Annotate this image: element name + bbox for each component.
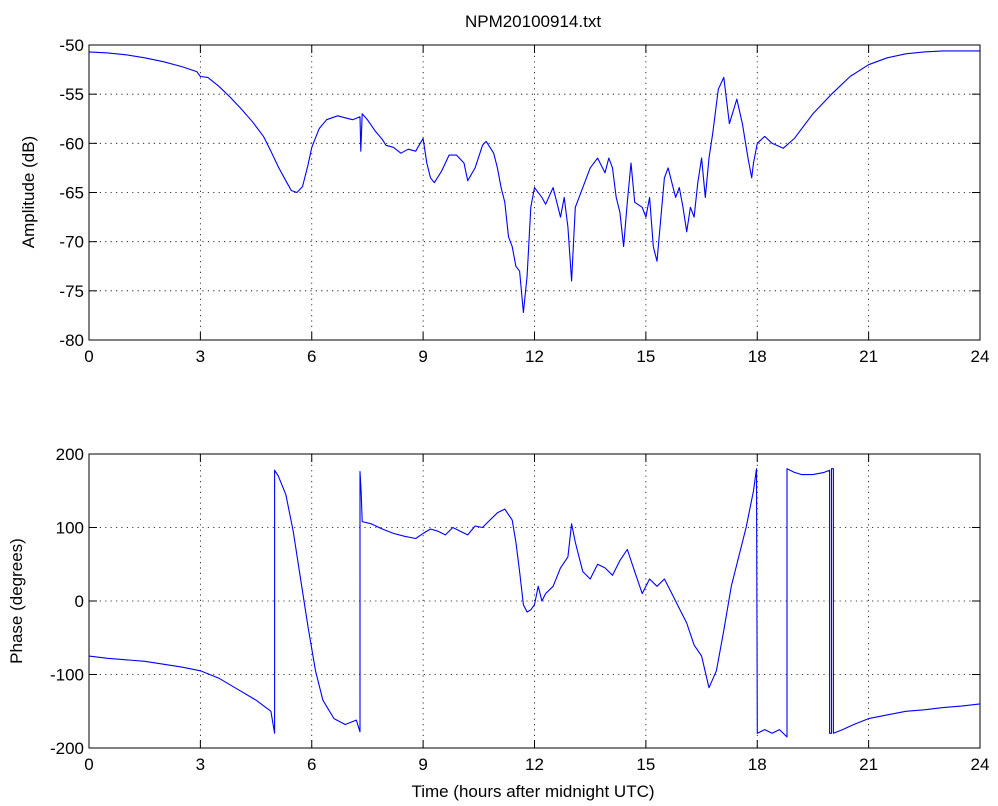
phase-x-tick-label: 12 [525,755,544,774]
amplitude-x-tick-label: 21 [859,347,878,366]
phase-y-axis-label: Phase (degrees) [7,538,26,664]
phase-series [88,468,981,738]
amplitude-x-tick-label: 18 [748,347,767,366]
amplitude-y-tick-label: -50 [59,36,84,55]
amplitude-x-tick-label: 0 [84,347,93,366]
amplitude-ticks: 0 3 6 9 12 15 18 21 24 -80 -75 -70 -65 -60 -55 -50 [59,36,989,366]
amplitude-x-tick-label: 12 [525,347,544,366]
chart-title: NPM20100914.txt [465,12,601,31]
amplitude-y-tick-label: -55 [59,85,84,104]
phase-x-tick-label: 24 [971,755,990,774]
phase-x-tick-label: 3 [196,755,205,774]
amplitude-x-tick-label: 6 [307,347,316,366]
phase-y-tick-label: 0 [75,592,84,611]
phase-x-tick-label: 15 [636,755,655,774]
amplitude-y-tick-label: -65 [59,184,84,203]
phase-y-tick-label: -200 [50,739,84,758]
phase-panel: 0 3 6 9 12 15 18 21 24 -200 -100 0 100 200 Phase (deg… [7,445,989,801]
amplitude-x-tick-label: 15 [636,347,655,366]
phase-y-tick-label: -100 [50,666,84,685]
amplitude-x-tick-label: 3 [196,347,205,366]
phase-x-axis-label: Time (hours after midnight UTC) [411,782,654,801]
phase-grid [89,454,980,748]
phase-series-line [88,468,981,738]
amplitude-x-tick-label: 9 [418,347,427,366]
amplitude-y-tick-label: -70 [59,233,84,252]
amplitude-panel: 0 3 6 9 12 15 18 21 24 -80 -75 -70 -65 -60 -55 -50 Ampl… [19,36,989,366]
amplitude-y-tick-label: -60 [59,134,84,153]
phase-x-tick-label: 6 [307,755,316,774]
amplitude-series [88,50,980,314]
amplitude-y-tick-label: -80 [59,331,84,350]
phase-y-tick-label: 100 [56,519,84,538]
amplitude-x-tick-label: 24 [971,347,990,366]
amplitude-series-line [88,50,980,314]
amplitude-y-axis-label: Amplitude (dB) [19,136,38,248]
phase-x-tick-label: 0 [84,755,93,774]
amplitude-y-tick-label: -75 [59,282,84,301]
amplitude-grid [89,45,980,340]
phase-y-tick-label: 200 [56,445,84,464]
phase-x-tick-label: 18 [748,755,767,774]
phase-x-tick-label: 9 [418,755,427,774]
phase-ticks: 0 3 6 9 12 15 18 21 24 -200 -100 0 100 200 [50,445,989,774]
phase-x-tick-label: 21 [859,755,878,774]
